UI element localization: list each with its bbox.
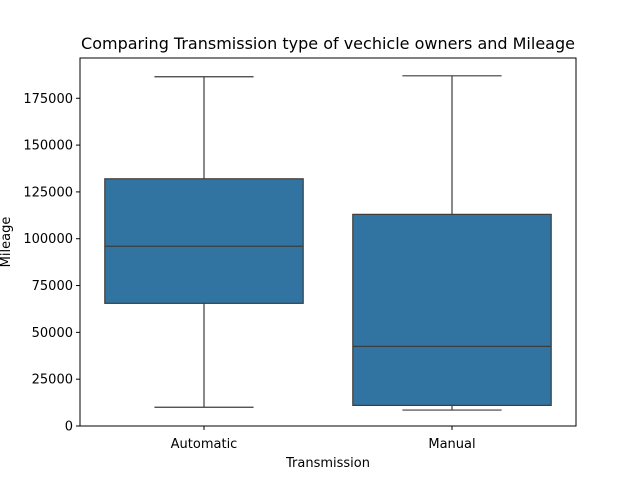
- box-manual: [352, 75, 552, 411]
- x-tick-label: Manual: [428, 437, 475, 452]
- plot-area: [104, 75, 552, 411]
- y-tick-label: 100000: [23, 232, 73, 247]
- y-tick-label: 50000: [32, 326, 73, 341]
- iqr-box: [104, 178, 304, 304]
- y-tick-label: 75000: [32, 279, 73, 294]
- box-automatic: [104, 76, 304, 408]
- chart-title: Comparing Transmission type of vechicle …: [81, 34, 575, 53]
- iqr-box: [352, 213, 552, 406]
- plot-frame: [79, 57, 577, 427]
- x-axis-label: Transmission: [285, 456, 370, 471]
- y-tick-label: 175000: [23, 92, 73, 107]
- x-tick-label: Automatic: [171, 437, 238, 452]
- y-tick-label: 25000: [32, 373, 73, 388]
- y-axis-label: Mileage: [0, 217, 14, 268]
- y-tick-label: 150000: [23, 139, 73, 154]
- y-tick-label: 125000: [23, 185, 73, 200]
- y-tick-label: 0: [65, 420, 73, 435]
